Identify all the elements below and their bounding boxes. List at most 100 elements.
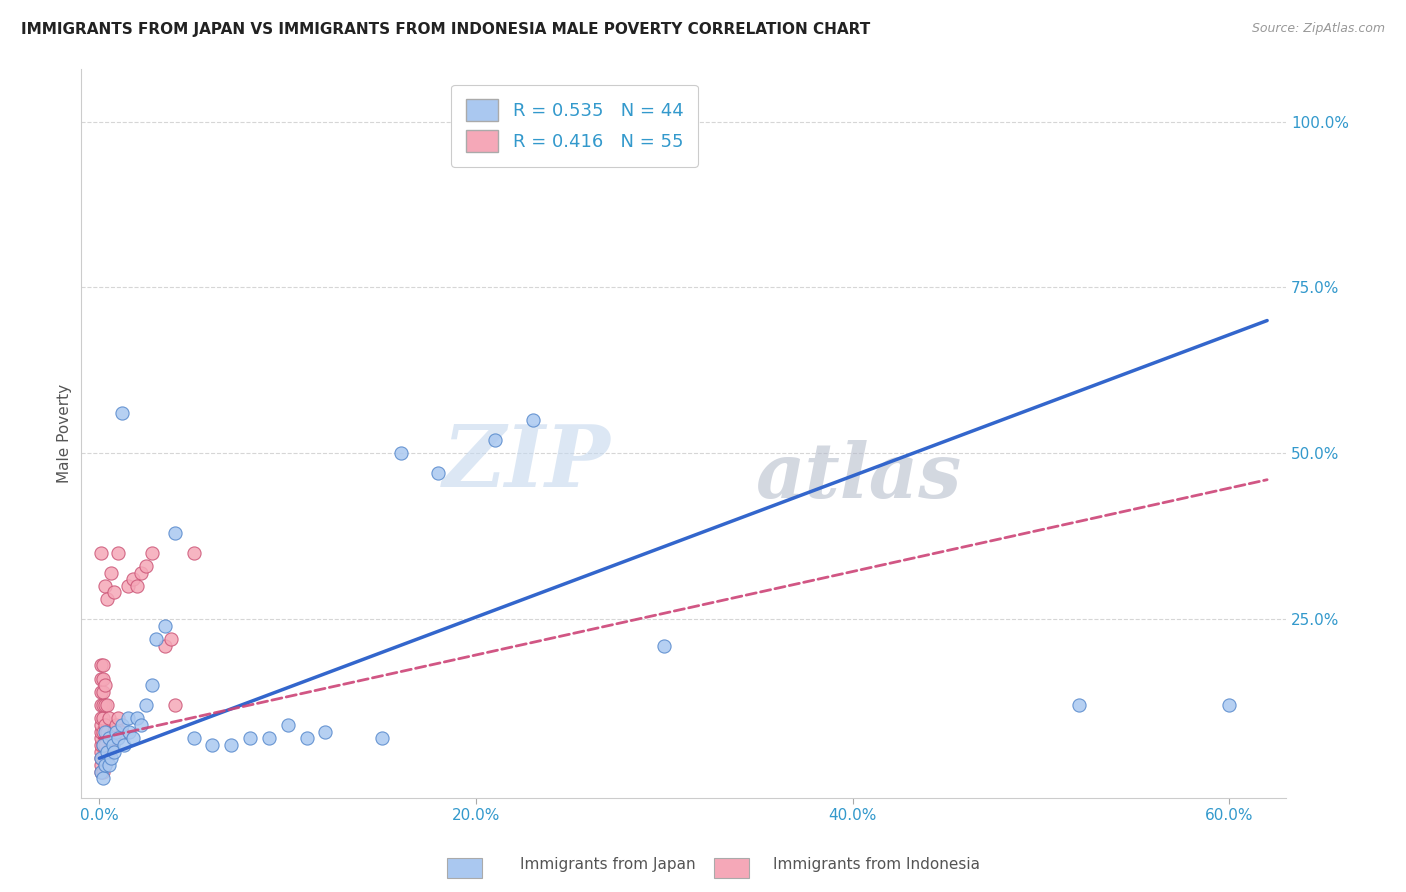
Point: [107, 731, 129, 746]
Point: [135, 698, 157, 713]
Point: [101, 738, 124, 752]
Point: [129, 566, 152, 580]
Point: [183, 546, 205, 560]
Point: [97, 711, 120, 725]
Point: [91, 724, 114, 739]
Point: [155, 618, 177, 632]
Point: [90, 546, 112, 560]
Point: [163, 698, 186, 713]
Point: [103, 724, 125, 739]
Point: [91, 751, 114, 765]
Legend: R = 0.535   N = 44, R = 0.416   N = 55: R = 0.535 N = 44, R = 0.416 N = 55: [451, 85, 697, 167]
Point: [94, 738, 117, 752]
Point: [91, 685, 114, 699]
Point: [94, 758, 117, 772]
Text: atlas: atlas: [755, 440, 962, 514]
Point: [145, 632, 167, 646]
Point: [103, 745, 125, 759]
Point: [91, 738, 114, 752]
Point: [141, 546, 163, 560]
Point: [163, 525, 186, 540]
Point: [135, 558, 157, 573]
Point: [97, 745, 120, 759]
Point: [371, 731, 394, 746]
Point: [90, 718, 112, 732]
Point: [91, 711, 114, 725]
Point: [94, 698, 117, 713]
Point: [90, 758, 112, 772]
Point: [111, 718, 134, 732]
Point: [97, 758, 120, 772]
Point: [96, 698, 118, 713]
Point: [117, 711, 139, 725]
Point: [90, 724, 112, 739]
Point: [103, 585, 125, 599]
Point: [107, 546, 129, 560]
Point: [94, 718, 117, 732]
Point: [94, 724, 117, 739]
Point: [101, 731, 124, 746]
Point: [107, 711, 129, 725]
Point: [314, 724, 336, 739]
Text: IMMIGRANTS FROM JAPAN VS IMMIGRANTS FROM INDONESIA MALE POVERTY CORRELATION CHAR: IMMIGRANTS FROM JAPAN VS IMMIGRANTS FROM…: [21, 22, 870, 37]
Point: [112, 738, 135, 752]
Point: [427, 466, 450, 480]
Point: [90, 685, 112, 699]
Point: [295, 731, 318, 746]
Point: [122, 731, 145, 746]
Point: [91, 764, 114, 779]
Point: [96, 751, 118, 765]
Point: [122, 572, 145, 586]
Y-axis label: Male Poverty: Male Poverty: [58, 384, 72, 483]
Point: [105, 718, 128, 732]
Point: [654, 639, 676, 653]
Point: [129, 718, 152, 732]
Point: [100, 566, 122, 580]
Point: [105, 724, 128, 739]
Point: [90, 764, 112, 779]
Point: [257, 731, 280, 746]
Point: [90, 751, 112, 765]
Point: [141, 678, 163, 692]
Point: [117, 579, 139, 593]
Point: [484, 433, 506, 447]
Point: [201, 738, 224, 752]
Point: [90, 764, 112, 779]
Point: [96, 745, 118, 759]
Point: [97, 731, 120, 746]
Point: [96, 592, 118, 607]
Point: [100, 751, 122, 765]
Point: [389, 446, 412, 460]
Point: [90, 698, 112, 713]
Point: [118, 724, 141, 739]
Point: [90, 711, 112, 725]
Text: ZIP: ZIP: [443, 421, 612, 504]
Point: [90, 751, 112, 765]
Text: Immigrants from Indonesia: Immigrants from Indonesia: [773, 857, 980, 872]
Point: [522, 413, 544, 427]
Point: [91, 698, 114, 713]
Point: [125, 579, 148, 593]
Point: [94, 579, 117, 593]
Point: [94, 758, 117, 772]
Point: [90, 658, 112, 673]
Point: [90, 745, 112, 759]
Point: [219, 738, 242, 752]
Text: Source: ZipAtlas.com: Source: ZipAtlas.com: [1251, 22, 1385, 36]
Point: [1067, 698, 1090, 713]
Point: [91, 658, 114, 673]
Point: [1218, 698, 1240, 713]
Point: [239, 731, 262, 746]
Point: [160, 632, 183, 646]
Point: [125, 711, 148, 725]
Point: [96, 724, 118, 739]
Point: [90, 672, 112, 686]
Point: [111, 406, 134, 420]
Point: [155, 639, 177, 653]
Point: [183, 731, 205, 746]
Point: [91, 771, 114, 785]
Point: [91, 672, 114, 686]
Point: [90, 731, 112, 746]
Point: [90, 738, 112, 752]
Point: [277, 718, 299, 732]
